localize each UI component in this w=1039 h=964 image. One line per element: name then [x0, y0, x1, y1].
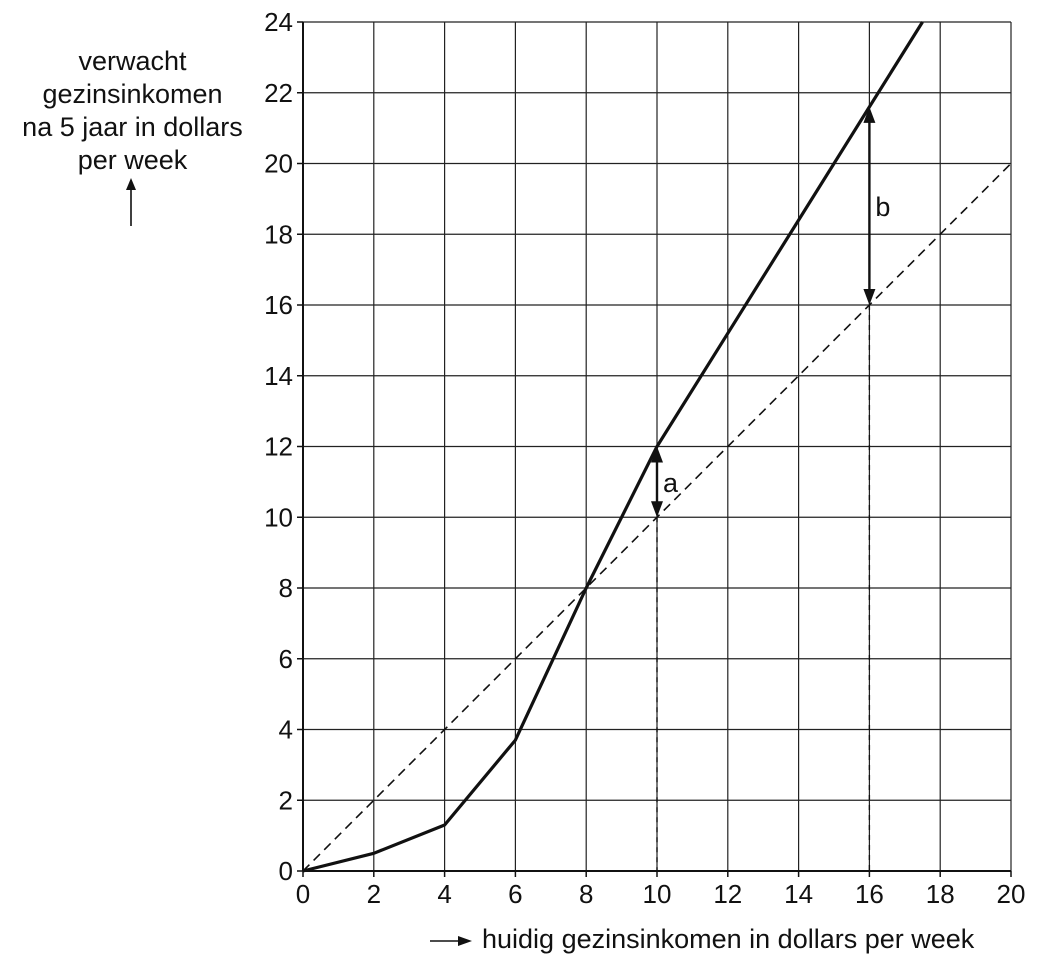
y-axis-label-line: na 5 jaar in dollars	[22, 112, 243, 142]
y-axis-label-line: verwacht	[78, 46, 187, 76]
y-tick-label: 0	[279, 856, 293, 886]
income-curve	[302, 21, 924, 873]
y-tick-label: 18	[264, 219, 293, 249]
x-tick-label: 16	[855, 879, 884, 909]
y-axis-label: verwacht gezinsinkomen na 5 jaar in doll…	[0, 45, 265, 177]
y-tick-label: 8	[279, 573, 293, 603]
y-axis-label-line: gezinsinkomen	[42, 79, 223, 109]
y-tick-label: 2	[279, 785, 293, 815]
x-tick-label: 0	[296, 879, 310, 909]
y-tick-label: 22	[264, 78, 293, 108]
y-tick-label: 16	[264, 290, 293, 320]
x-tick-label: 12	[713, 879, 742, 909]
arrow-head-down-icon	[651, 501, 663, 518]
x-tick-label: 6	[508, 879, 522, 909]
y-tick-label: 4	[279, 715, 293, 745]
x-tick-label: 2	[367, 879, 381, 909]
annotation-label-b: b	[875, 192, 890, 222]
arrow-head-down-icon	[863, 289, 876, 305]
x-axis-label-text: huidig gezinsinkomen in dollars per week	[482, 924, 975, 954]
arrow-head-up-icon	[651, 446, 663, 463]
x-axis-label: huidig gezinsinkomen in dollars per week	[428, 924, 974, 955]
x-tick-label: 18	[926, 879, 955, 909]
x-tick-label: 20	[997, 879, 1026, 909]
x-tick-label: 4	[437, 879, 451, 909]
annotations: ab	[651, 106, 890, 518]
arrow-head-up-icon	[863, 106, 876, 123]
y-tick-label: 10	[264, 502, 293, 532]
right-arrow-icon	[430, 935, 472, 946]
up-arrow-icon	[126, 178, 136, 226]
x-tick-label: 10	[643, 879, 672, 909]
x-tick-label: 14	[784, 879, 813, 909]
y-tick-label: 20	[264, 149, 293, 179]
y-tick-label: 14	[264, 361, 293, 391]
y-axis-label-line: per week	[77, 145, 188, 175]
y-tick-label: 6	[279, 644, 293, 674]
y-tick-label: 12	[264, 432, 293, 462]
annotation-label-a: a	[663, 468, 679, 498]
reference-lines	[656, 305, 871, 871]
x-tick-label: 8	[579, 879, 593, 909]
y-tick-label: 24	[264, 7, 293, 37]
